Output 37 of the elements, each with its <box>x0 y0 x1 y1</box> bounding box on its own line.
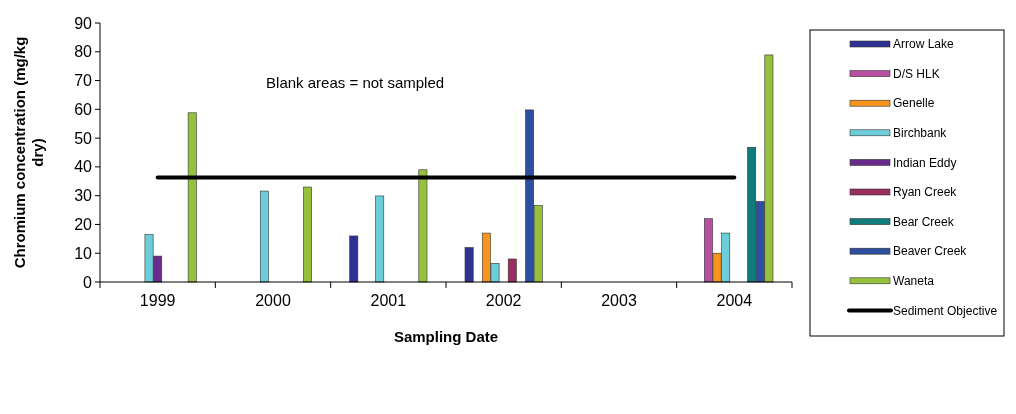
x-tick-label: 2004 <box>716 292 753 309</box>
y-tick-label: 20 <box>74 216 93 234</box>
bar <box>303 186 312 283</box>
legend-label: Beaver Creek <box>893 244 968 259</box>
legend-label: Genelle <box>893 96 935 111</box>
legend-label: Indian Eddy <box>893 155 957 170</box>
bar <box>375 195 385 283</box>
y-tick-label: 90 <box>74 14 93 32</box>
x-tick-label: 1999 <box>139 292 176 309</box>
legend-label: D/S HLK <box>893 66 940 81</box>
y-tick-label: 70 <box>74 72 93 90</box>
x-tick-label: 2002 <box>485 292 522 309</box>
y-tick-label: 40 <box>74 158 93 176</box>
y-axis-title: Chromium concentration (mg/kg dry) <box>11 36 46 269</box>
y-tick-label: 60 <box>74 100 93 118</box>
bar <box>464 247 474 283</box>
y-tick-label: 0 <box>83 273 93 291</box>
legend-label: Bear Creek <box>893 214 955 229</box>
y-tick-label: 10 <box>74 244 93 262</box>
y-tick-label: 30 <box>74 187 93 205</box>
bar <box>259 190 269 283</box>
y-tick-label: 80 <box>74 43 93 61</box>
y-tick-label: 50 <box>74 129 93 147</box>
legend-label: Ryan Creek <box>893 185 958 200</box>
legend-label: Sediment Objective <box>893 303 998 318</box>
bar <box>187 112 197 283</box>
annotation: Blank areas = not sampled <box>266 74 445 91</box>
x-tick-label: 2001 <box>370 292 407 309</box>
legend-label: Birchbank <box>893 126 948 140</box>
bar <box>349 235 359 283</box>
legend-label: Waneta <box>893 274 935 288</box>
x-axis-title: Sampling Date <box>393 328 499 345</box>
x-tick-label: 2003 <box>601 292 637 309</box>
x-tick-label: 2000 <box>255 292 291 309</box>
bar <box>507 258 517 283</box>
legend-label: Arrow Lake <box>893 37 955 52</box>
bar <box>418 169 428 283</box>
